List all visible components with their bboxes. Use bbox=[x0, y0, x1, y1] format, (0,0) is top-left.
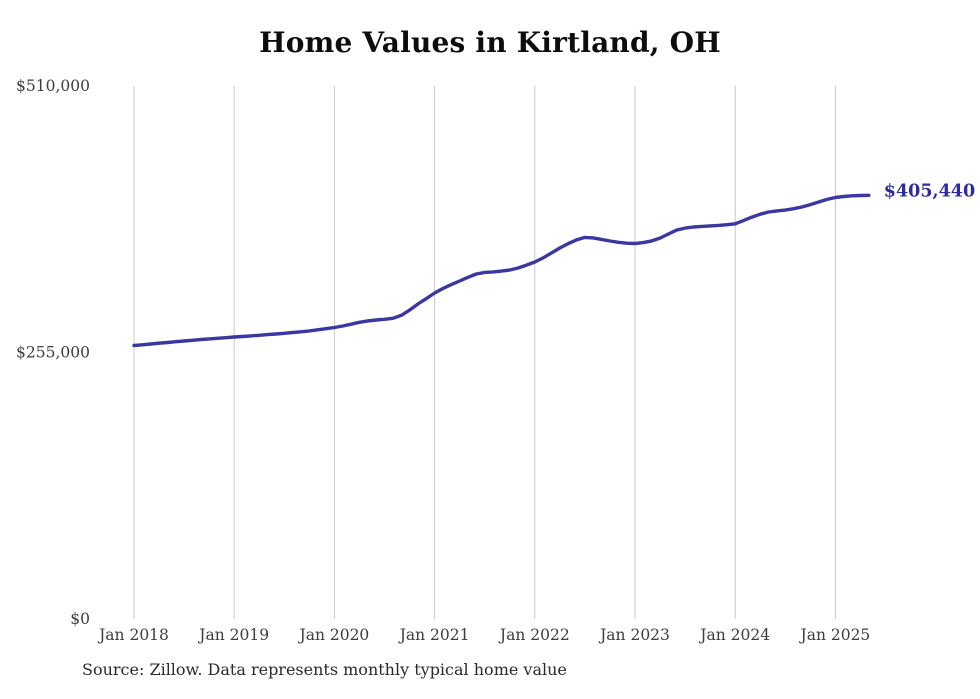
source-note: Source: Zillow. Data represents monthly … bbox=[82, 660, 567, 679]
chart-title: Home Values in Kirtland, OH bbox=[259, 26, 721, 59]
x-tick-label: Jan 2021 bbox=[398, 626, 470, 644]
x-tick-label: Jan 2020 bbox=[297, 626, 369, 644]
y-tick-label: $510,000 bbox=[16, 77, 90, 95]
x-tick-label: Jan 2023 bbox=[598, 626, 670, 644]
line-chart-canvas: Jan 2018 Jan 2019 Jan 2020 Jan 2021 Jan 2022… bbox=[16, 77, 975, 644]
x-tick-label: Jan 2024 bbox=[698, 626, 770, 644]
x-tick-label: Jan 2019 bbox=[197, 626, 269, 644]
value-line bbox=[132, 193, 871, 348]
y-tick-label: $255,000 bbox=[16, 344, 90, 362]
y-tick-label: $0 bbox=[70, 610, 90, 628]
x-tick-label: Jan 2022 bbox=[498, 626, 570, 644]
x-tick-label: Jan 2018 bbox=[97, 626, 169, 644]
end-value-label: $405,440 bbox=[884, 181, 975, 201]
x-tick-label: Jan 2025 bbox=[798, 626, 870, 644]
